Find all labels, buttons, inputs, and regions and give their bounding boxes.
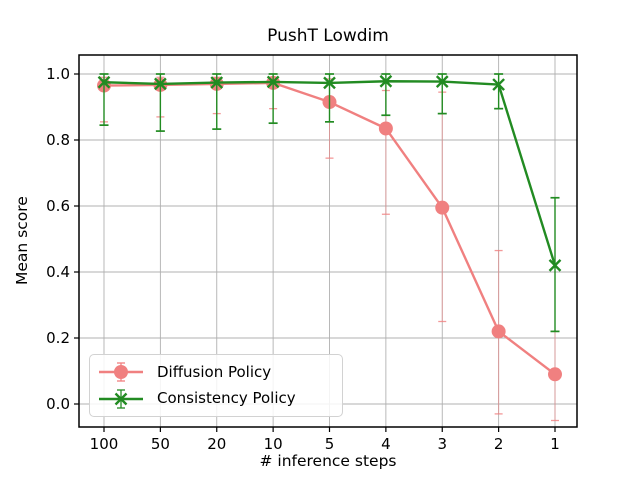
y-tick-label: 0.2 bbox=[46, 329, 70, 347]
legend-label: Diffusion Policy bbox=[157, 362, 272, 381]
x-tick-label: 2 bbox=[494, 435, 504, 453]
y-tick-label: 0.0 bbox=[46, 395, 70, 413]
errorbar-circle-marker-icon bbox=[99, 362, 143, 382]
x-marker bbox=[97, 75, 111, 89]
legend-item-consistency-policy: Consistency Policy bbox=[98, 386, 334, 412]
x-marker bbox=[210, 76, 224, 89]
x-tick-label: 100 bbox=[90, 435, 119, 453]
circle-marker bbox=[491, 324, 506, 339]
x-tick-label: 50 bbox=[151, 435, 170, 453]
legend-item-diffusion-policy: Diffusion Policy bbox=[98, 359, 334, 385]
x-tick-label: 1 bbox=[550, 435, 560, 453]
x-marker bbox=[435, 75, 449, 88]
x-marker bbox=[323, 76, 336, 90]
x-marker bbox=[154, 77, 167, 91]
x-marker bbox=[548, 259, 562, 272]
circle-marker bbox=[548, 367, 562, 382]
y-tick-label: 0.4 bbox=[46, 263, 70, 281]
x-tick-label: 4 bbox=[381, 435, 391, 453]
x-axis-label: # inference steps bbox=[259, 452, 397, 470]
y-tick-label: 1.0 bbox=[46, 65, 70, 83]
series-consistency-policy bbox=[97, 73, 562, 333]
x-marker bbox=[492, 78, 505, 91]
x-tick-label: 10 bbox=[264, 435, 283, 453]
legend-label: Consistency Policy bbox=[157, 389, 296, 408]
legend: Diffusion Policy Consistency Policy bbox=[89, 354, 343, 417]
circle-marker bbox=[435, 200, 450, 215]
x-marker bbox=[266, 75, 280, 89]
errorbar-x-marker-icon bbox=[99, 389, 143, 409]
chart-title: PushT Lowdim bbox=[267, 26, 389, 46]
x-tick-label: 3 bbox=[437, 435, 447, 453]
y-tick-label: 0.8 bbox=[46, 131, 70, 149]
axes-frame bbox=[78, 54, 578, 428]
y-tick-label: 0.6 bbox=[46, 197, 70, 215]
x-tick-label: 5 bbox=[325, 435, 335, 453]
circle-marker bbox=[378, 121, 393, 136]
x-marker bbox=[379, 74, 393, 88]
x-tick-label: 20 bbox=[207, 435, 226, 453]
y-axis-label: Mean score bbox=[13, 196, 31, 285]
